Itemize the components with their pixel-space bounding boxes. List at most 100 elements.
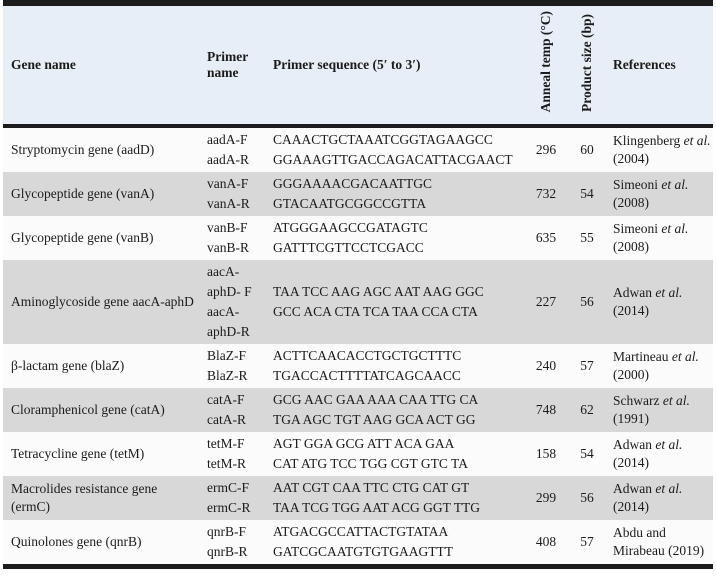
gene-name-cell: Macrolides resistance gene (ermC) <box>11 481 158 514</box>
col-header-product-size: Product size (bp) <box>565 3 609 128</box>
reference-authors: Adwan <box>613 481 656 496</box>
reverse-primer-sequence: CAT ATG TCC TGG CGT GTC TA <box>273 456 468 471</box>
col-header-primer-sequence: Primer sequence (5′ to 3′) <box>269 3 527 128</box>
forward-primer-name: vanA-F <box>207 176 249 191</box>
reference-et-al: et al. <box>661 177 689 192</box>
gene-name-header-label: Gene name <box>11 57 76 72</box>
table-row: Quinolones gene (qnrB) qnrB-F qnrB-R ATG… <box>3 520 713 567</box>
anneal-temp-cell: 408 <box>535 534 557 549</box>
primer-sequence-cell: AAT CGT CAA TTC CTG CAT GT TAA TCG TGG A… <box>269 476 527 520</box>
reference-et-al: et al. <box>661 221 689 236</box>
forward-primer-sequence: ATGACGCCATTACTGTATAA <box>273 524 449 539</box>
primer-sequence-cell: ACTTCAACACCTGCTGCTTTC TGACCACTTTTATCAGCA… <box>269 344 527 388</box>
table-row: β-lactam gene (blaZ) BlaZ-F BlaZ-R ACTTC… <box>3 344 713 388</box>
forward-primer-sequence: CAAACTGCTAAATCGGTAGAAGCC <box>273 132 493 147</box>
primer-name-cell: vanA-F vanA-R <box>203 172 269 216</box>
anneal-temp-cell: 158 <box>535 446 557 461</box>
reverse-primer-sequence: GTACAATGCGGCCGTTA <box>273 196 427 211</box>
reference-year: (2014) <box>613 499 649 514</box>
primer-name-cell: BlaZ-F BlaZ-R <box>203 344 269 388</box>
reference-et-al: et al. <box>671 349 699 364</box>
primer-name-cell: aadA-F aadA-R <box>203 126 269 172</box>
reference-et-al: et al. <box>655 481 683 496</box>
reverse-primer-sequence: GATTTCGTTCCTCGACC <box>273 240 424 255</box>
reference-authors: Schwarz <box>613 393 663 408</box>
gene-name-cell: Cloramphenicol gene (catA) <box>11 402 165 417</box>
reverse-primer-name: ermC-R <box>207 500 251 515</box>
reference-year: (2004) <box>613 151 649 166</box>
reference-cell: Adwan et al. (2014) <box>609 260 713 344</box>
table-header: Gene name Primer name Primer sequence (5… <box>3 3 713 128</box>
reverse-primer-sequence: TGACCACTTTTATCAGCAACC <box>273 368 461 383</box>
reference-cell: Adwan et al. (2014) <box>609 432 713 476</box>
reference-year: (2014) <box>613 455 649 470</box>
gene-name-cell: Stryptomycin gene (aadD) <box>11 142 155 157</box>
primer-name-cell: catA-F catA-R <box>203 388 269 432</box>
product-size-cell: 57 <box>580 358 594 373</box>
table-row: Macrolides resistance gene (ermC) ermC-F… <box>3 476 713 520</box>
primer-name-cell: tetM-F tetM-R <box>203 432 269 476</box>
reference-authors: Adwan <box>613 285 656 300</box>
reference-cell: Simeoni et al. (2008) <box>609 172 713 216</box>
product-size-cell: 54 <box>580 186 594 201</box>
reverse-primer-name: vanA-R <box>207 196 250 211</box>
table-body: Stryptomycin gene (aadD) aadA-F aadA-R C… <box>3 126 713 567</box>
primer-name-cell: qnrB-F qnrB-R <box>203 520 269 567</box>
product-size-header-label: Product size (bp) <box>579 14 594 112</box>
product-size-cell: 55 <box>580 230 594 245</box>
anneal-temp-cell: 635 <box>535 230 557 245</box>
primer-name-cell: ermC-F ermC-R <box>203 476 269 520</box>
anneal-temp-cell: 296 <box>535 142 557 157</box>
reference-authors: Abdu and Mirabeau <box>613 525 669 558</box>
anneal-temp-cell: 732 <box>535 186 557 201</box>
reverse-primer-name: BlaZ-R <box>207 368 248 383</box>
product-size-cell: 56 <box>580 294 594 309</box>
reference-cell: Martineau et al. (2000) <box>609 344 713 388</box>
reverse-primer-sequence: TAA TCG TGG AAT ACG GGT TTG <box>273 500 480 515</box>
col-header-references: References <box>609 3 713 128</box>
forward-primer-name: ermC-F <box>207 480 249 495</box>
product-size-cell: 57 <box>580 534 594 549</box>
reference-authors: Simeoni <box>613 177 662 192</box>
forward-primer-name: catA-F <box>207 392 245 407</box>
anneal-temp-cell: 240 <box>535 358 557 373</box>
gene-name-cell: Glycopeptide gene (vanB) <box>11 230 154 245</box>
reverse-primer-sequence: GGAAAGTTGACCAGACATTACGAACT <box>273 152 513 167</box>
gene-name-cell: β-lactam gene (blaZ) <box>11 358 125 373</box>
anneal-temp-cell: 227 <box>535 294 557 309</box>
forward-primer-sequence: ACTTCAACACCTGCTGCTTTC <box>273 348 462 363</box>
primer-sequence-cell: TAA TCC AAG AGC AAT AAG GGC GCC ACA CTA … <box>269 260 527 344</box>
product-size-cell: 62 <box>580 402 594 417</box>
primer-sequence-cell: ATGGGAAGCCGATAGTC GATTTCGTTCCTCGACC <box>269 216 527 260</box>
forward-primer-name: qnrB-F <box>207 524 247 539</box>
reverse-primer-name: vanB-R <box>207 240 249 255</box>
anneal-temp-cell: 299 <box>535 490 557 505</box>
gene-name-cell: Tetracycline gene (tetM) <box>11 446 145 461</box>
table-row: Cloramphenicol gene (catA) catA-F catA-R… <box>3 388 713 432</box>
forward-primer-name: aadA-F <box>207 132 248 147</box>
product-size-cell: 54 <box>580 446 594 461</box>
references-header-label: References <box>613 57 676 72</box>
primer-table: Gene name Primer name Primer sequence (5… <box>3 0 713 569</box>
col-header-primer-name: Primer name <box>203 3 269 128</box>
reference-year: (2008) <box>613 239 649 254</box>
reference-cell: Klingenberg et al. (2004) <box>609 126 713 172</box>
forward-primer-name: aacA-aphD- F <box>207 264 252 299</box>
reverse-primer-sequence: TGA AGC TGT AAG GCA ACT GG <box>273 412 476 427</box>
forward-primer-name: vanB-F <box>207 220 248 235</box>
primer-name-header-label: Primer name <box>207 49 248 80</box>
reverse-primer-name: qnrB-R <box>207 544 248 559</box>
reference-cell: Simeoni et al. (2008) <box>609 216 713 260</box>
forward-primer-sequence: AAT CGT CAA TTC CTG CAT GT <box>273 480 470 495</box>
product-size-cell: 60 <box>580 142 594 157</box>
reference-year: (2019) <box>668 543 705 558</box>
header-row: Gene name Primer name Primer sequence (5… <box>3 3 713 128</box>
reference-cell: Adwan et al. (2014) <box>609 476 713 520</box>
reference-authors: Simeoni <box>613 221 662 236</box>
anneal-temp-header-label: Anneal temp (°C) <box>538 10 553 112</box>
table-row: Glycopeptide gene (vanA) vanA-F vanA-R G… <box>3 172 713 216</box>
table-row: Tetracycline gene (tetM) tetM-F tetM-R A… <box>3 432 713 476</box>
forward-primer-sequence: ATGGGAAGCCGATAGTC <box>273 220 428 235</box>
anneal-temp-cell: 748 <box>535 402 557 417</box>
